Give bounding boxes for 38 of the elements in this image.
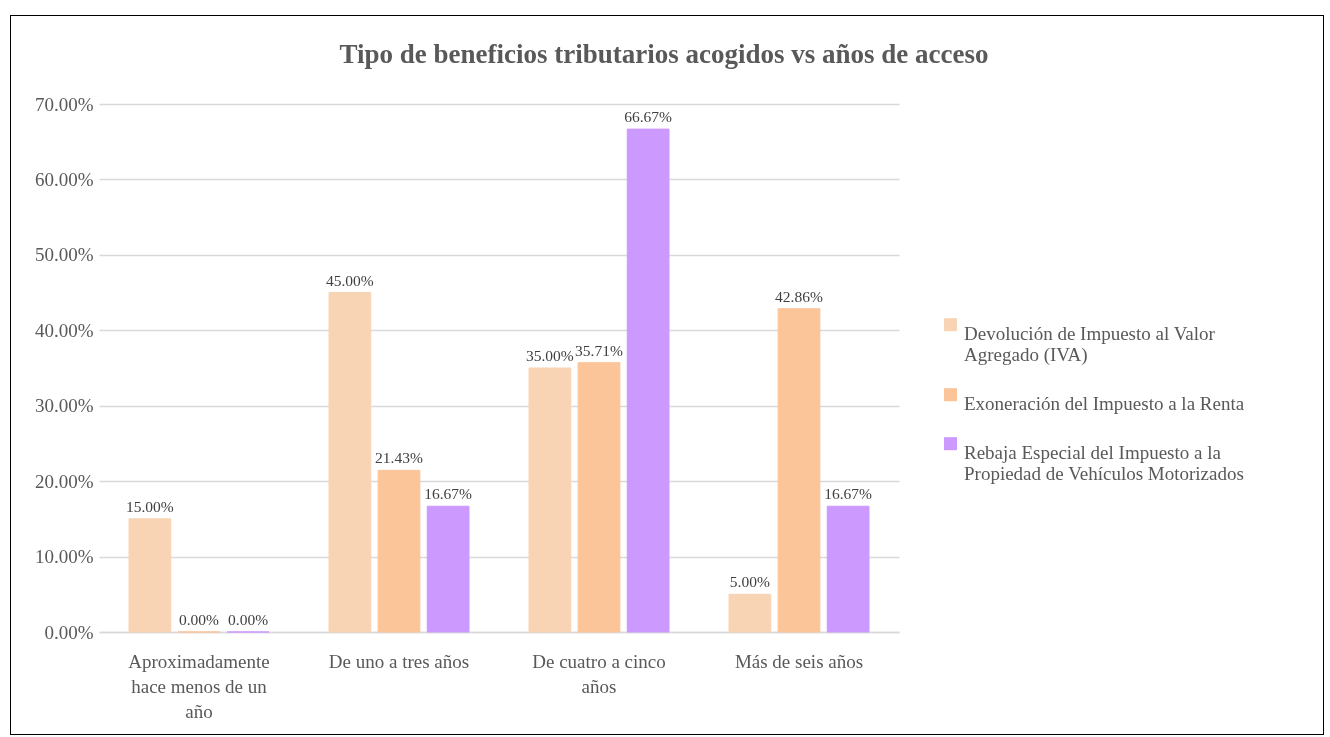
data-label: 5.00% <box>729 573 770 591</box>
legend-label: Exoneración del Impuesto a la Renta <box>964 392 1245 414</box>
bar <box>777 308 821 633</box>
y-tick-label: 60.00% <box>34 168 94 190</box>
y-tick-label: 0.00% <box>44 621 94 643</box>
bar <box>128 518 172 633</box>
bar <box>826 505 870 633</box>
data-label: 0.00% <box>178 611 220 628</box>
legend-label: Rebaja Especial del Impuesto a la Propiedad de Vehículos Motorizados <box>964 441 1244 484</box>
bar <box>426 505 470 633</box>
y-tick-label: 70.00% <box>34 93 94 115</box>
data-label: 35.00% <box>525 347 574 364</box>
bar <box>377 469 421 633</box>
data-label: 15.00% <box>125 497 174 515</box>
x-tick-label: De cuatro a cinco años <box>532 650 666 697</box>
legend-label: Devolución de Impuesto al Valor Agregado (IVA) <box>964 322 1216 366</box>
bar <box>528 367 572 633</box>
y-tick-label: 50.00% <box>34 244 94 266</box>
chart-title: Tipo de beneficios tributarios acogidos vs años de acceso <box>339 39 989 69</box>
data-label: 42.86% <box>775 287 823 305</box>
data-label: 0.00% <box>228 611 269 628</box>
y-tick-label: 20.00% <box>34 470 94 492</box>
y-tick-label: 10.00% <box>34 546 94 568</box>
data-label: 21.43% <box>375 449 423 467</box>
data-label: 16.67% <box>824 485 873 503</box>
bar <box>328 292 372 633</box>
x-tick-label: Más de seis años <box>734 650 864 672</box>
x-tick-label: Aproximadamente hace menos de un año <box>128 650 270 722</box>
bar <box>577 362 621 633</box>
data-label: 16.67% <box>424 485 473 503</box>
x-tick-label: De uno a tres años <box>328 650 470 672</box>
data-label: 35.71% <box>575 341 623 359</box>
y-tick-label: 30.00% <box>34 395 94 417</box>
bar <box>728 593 772 633</box>
data-label: 45.00% <box>325 271 374 289</box>
bar <box>626 128 670 633</box>
y-tick-label: 40.00% <box>34 319 94 341</box>
data-label: 66.67% <box>624 108 673 126</box>
